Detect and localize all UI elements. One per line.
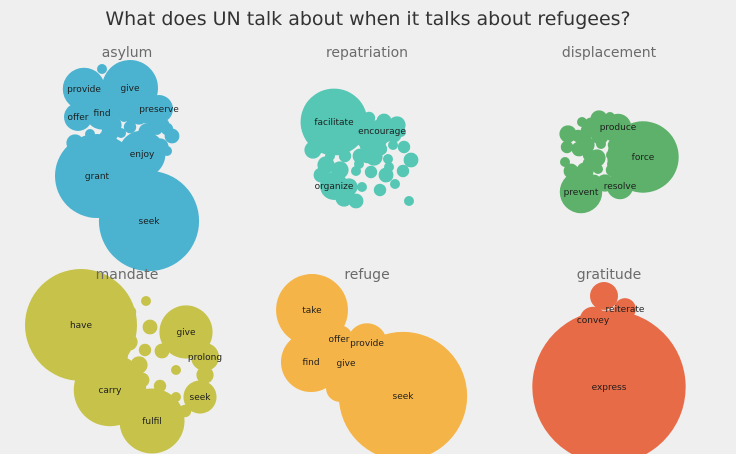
bubble-offer (64, 103, 92, 131)
bubble-unlabeled (141, 296, 151, 306)
bubble-unlabeled (591, 127, 609, 145)
bubble-unlabeled (116, 128, 126, 138)
bubble-unlabeled (396, 164, 410, 178)
bubble-label: preserve (139, 105, 179, 115)
bubble-label: find (302, 358, 319, 368)
bubble-prevent (559, 170, 603, 214)
bubble-take (276, 274, 348, 346)
bubble-label: give (336, 359, 356, 369)
bubble-express (532, 310, 686, 454)
bubble-seek (98, 170, 200, 272)
bubble-label: encourage (358, 127, 406, 137)
panel-title: displacement (562, 45, 657, 61)
bubble-unlabeled (364, 165, 378, 179)
bubble-label: grant (85, 172, 110, 182)
bubble-label: fulfil (142, 417, 162, 427)
bubble-fulfil (119, 388, 185, 454)
bubble-unlabeled (384, 162, 394, 172)
bubble-prolong (191, 343, 219, 371)
bubble-label: seek (139, 217, 161, 227)
bubble-unlabeled (590, 282, 618, 310)
bubble-label: facilitate (314, 118, 354, 128)
panel-title: gratitude (577, 267, 641, 283)
bubble-unlabeled (317, 156, 335, 174)
bubble-label: resolve (604, 182, 637, 192)
bubble-label: prolong (188, 353, 222, 363)
panel-repatriation: facilitate encourage organize repatriation (300, 45, 419, 209)
bubble-label: force (632, 153, 655, 163)
bubble-unlabeled (374, 142, 388, 156)
bubble-label: enjoy (130, 150, 155, 160)
bubble-unlabeled (388, 140, 398, 150)
bubble-unlabeled (397, 140, 411, 154)
panel-refuge: take offer provide find give seek refuge (276, 267, 468, 454)
bubble-unlabeled (577, 117, 587, 127)
bubble-find (280, 331, 342, 393)
bubble-label: take (302, 306, 322, 316)
bubble-have (25, 269, 137, 381)
bubble-label: seek (393, 392, 415, 402)
panel-title: mandate (96, 267, 159, 283)
bubble-label: carry (98, 386, 122, 396)
bubble-unlabeled (373, 183, 387, 197)
bubble-label: find (93, 109, 110, 119)
bubble-unlabeled (196, 366, 214, 384)
bubble-unlabeled (560, 140, 574, 154)
bubble-unlabeled (164, 128, 180, 144)
bubble-unlabeled (359, 137, 375, 153)
panel-title: repatriation (326, 45, 408, 61)
bubble-unlabeled (138, 343, 152, 357)
panel-asylum: provide give preserve find offer enjoy grant se… (55, 45, 200, 272)
bubble-unlabeled (390, 179, 400, 189)
bubble-unlabeled (559, 125, 577, 143)
bubble-label: produce (600, 123, 637, 133)
bubble-label: give (176, 328, 196, 338)
bubble-resolve (606, 172, 634, 200)
bubble-seek (183, 380, 217, 414)
bubble-label: provide (350, 339, 384, 349)
bubble-unlabeled (582, 156, 598, 172)
bubble-label: seek (190, 393, 212, 403)
panel-displacement: produce force prevent resolve displacement (559, 45, 679, 214)
bubble-label: convey (577, 316, 610, 326)
panel-title: refuge (344, 267, 389, 283)
bubble-unlabeled (357, 182, 367, 192)
bubble-encourage (369, 118, 395, 144)
bubble-unlabeled (571, 141, 587, 157)
bubble-label: express (592, 383, 627, 393)
bubble-facilitate (300, 88, 368, 156)
bubble-find (85, 96, 119, 130)
bubble-give (102, 60, 158, 116)
bubble-organize (320, 172, 348, 200)
panel-mandate: have give prolong carry seek fulfil mandate (25, 267, 222, 454)
bubble-unlabeled (142, 319, 158, 335)
bubble-label: offer (68, 113, 89, 123)
bubble-unlabeled (171, 365, 181, 375)
bubble-label: provide (67, 85, 101, 95)
bubble-label: organize (315, 182, 354, 192)
bubble-label: have (70, 321, 93, 331)
chart-title: What does UN talk about when it talks ab… (105, 8, 631, 30)
bubble-unlabeled (404, 196, 414, 206)
panel-title: asylum (102, 45, 153, 61)
bubble-unlabeled (383, 154, 393, 164)
bubble-unlabeled (360, 150, 374, 164)
bubble-label: prevent (564, 188, 599, 198)
bubble-label: offer (329, 335, 350, 345)
bubble-unlabeled (354, 159, 364, 169)
bubble-label: give (120, 84, 140, 94)
bubble-seek (338, 331, 468, 454)
bubble-unlabeled (97, 64, 107, 74)
bubble-unlabeled (123, 120, 137, 134)
bubble-label: reiterate (606, 305, 645, 315)
bubble-preserve (145, 95, 173, 123)
bubble-unlabeled (403, 152, 419, 168)
